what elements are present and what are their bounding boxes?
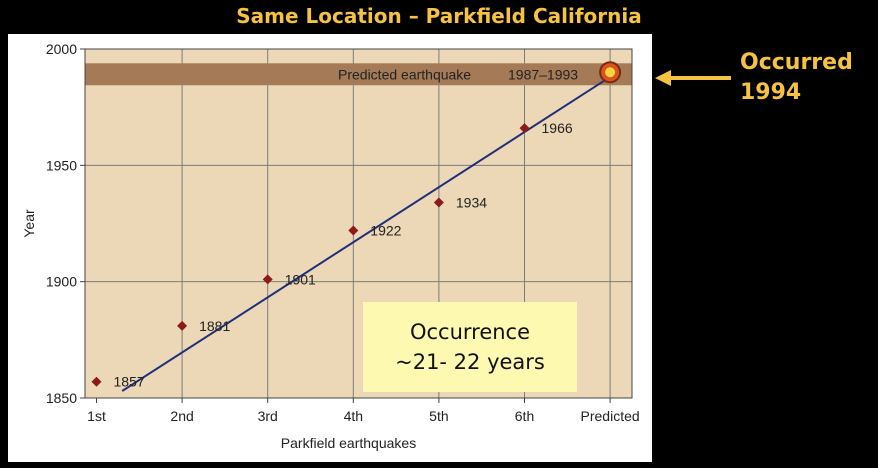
x-tick-label: Predicted (581, 408, 640, 424)
predicted-marker (599, 61, 622, 84)
x-tick-label: 6th (515, 408, 534, 424)
predicted-band-range: 1987–1993 (508, 66, 578, 82)
x-tick-label: 4th (344, 408, 363, 424)
data-point-label: 1881 (199, 318, 230, 334)
data-point-label: 1901 (285, 271, 316, 287)
occurrence-line1: Occurrence (409, 320, 531, 344)
predicted-band-label: Predicted earthquake (338, 66, 471, 82)
data-point (177, 320, 188, 331)
slide-title: Same Location – Parkfield California (236, 4, 642, 28)
x-tick-label: 1st (87, 408, 106, 424)
x-ticks: 1st 2nd 3rd 4th 5th 6th Predicted (87, 398, 640, 424)
data-point-label: 1857 (114, 374, 145, 390)
data-point (91, 376, 102, 387)
data-point-label: 1934 (456, 195, 487, 211)
data-points: 1857 1881 1901 1922 1934 1966 (91, 120, 573, 390)
y-tick-label: 1850 (46, 390, 77, 406)
trend-line (121, 76, 611, 392)
occurred-line1: Occurred (740, 50, 853, 75)
x-tick-label: 5th (429, 408, 448, 424)
data-point (348, 225, 359, 236)
data-point-label: 1966 (542, 120, 573, 136)
occurred-callout: Occurred 1994 (740, 48, 853, 108)
data-point (519, 123, 530, 134)
arrow-left-icon (655, 70, 731, 86)
y-tick-label: 1900 (46, 274, 77, 290)
occurred-line2: 1994 (740, 80, 802, 105)
y-axis-label: Year (21, 209, 37, 238)
y-tick-label: 2000 (46, 41, 77, 57)
marker-core (605, 67, 616, 78)
x-tick-label: 2nd (170, 408, 193, 424)
data-point-label: 1922 (370, 222, 401, 238)
predicted-band (85, 63, 632, 86)
occurrence-line2: ~21- 22 years (395, 350, 545, 374)
chart-panel: Predicted earthquake 1987–1993 1857 1881 1… (8, 34, 652, 462)
x-axis-label: Parkfield earthquakes (281, 435, 416, 451)
grid (85, 49, 632, 398)
x-tick-label: 3rd (258, 408, 278, 424)
chart: Predicted earthquake 1987–1993 185718811… (21, 41, 640, 451)
occurrence-note: Occurrence ~21- 22 years (363, 302, 577, 392)
data-point (262, 274, 273, 285)
data-point (433, 197, 444, 208)
y-ticks: 1850 1900 1950 2000 (46, 41, 85, 406)
y-tick-label: 1950 (46, 157, 77, 173)
plot-border (84, 48, 633, 399)
